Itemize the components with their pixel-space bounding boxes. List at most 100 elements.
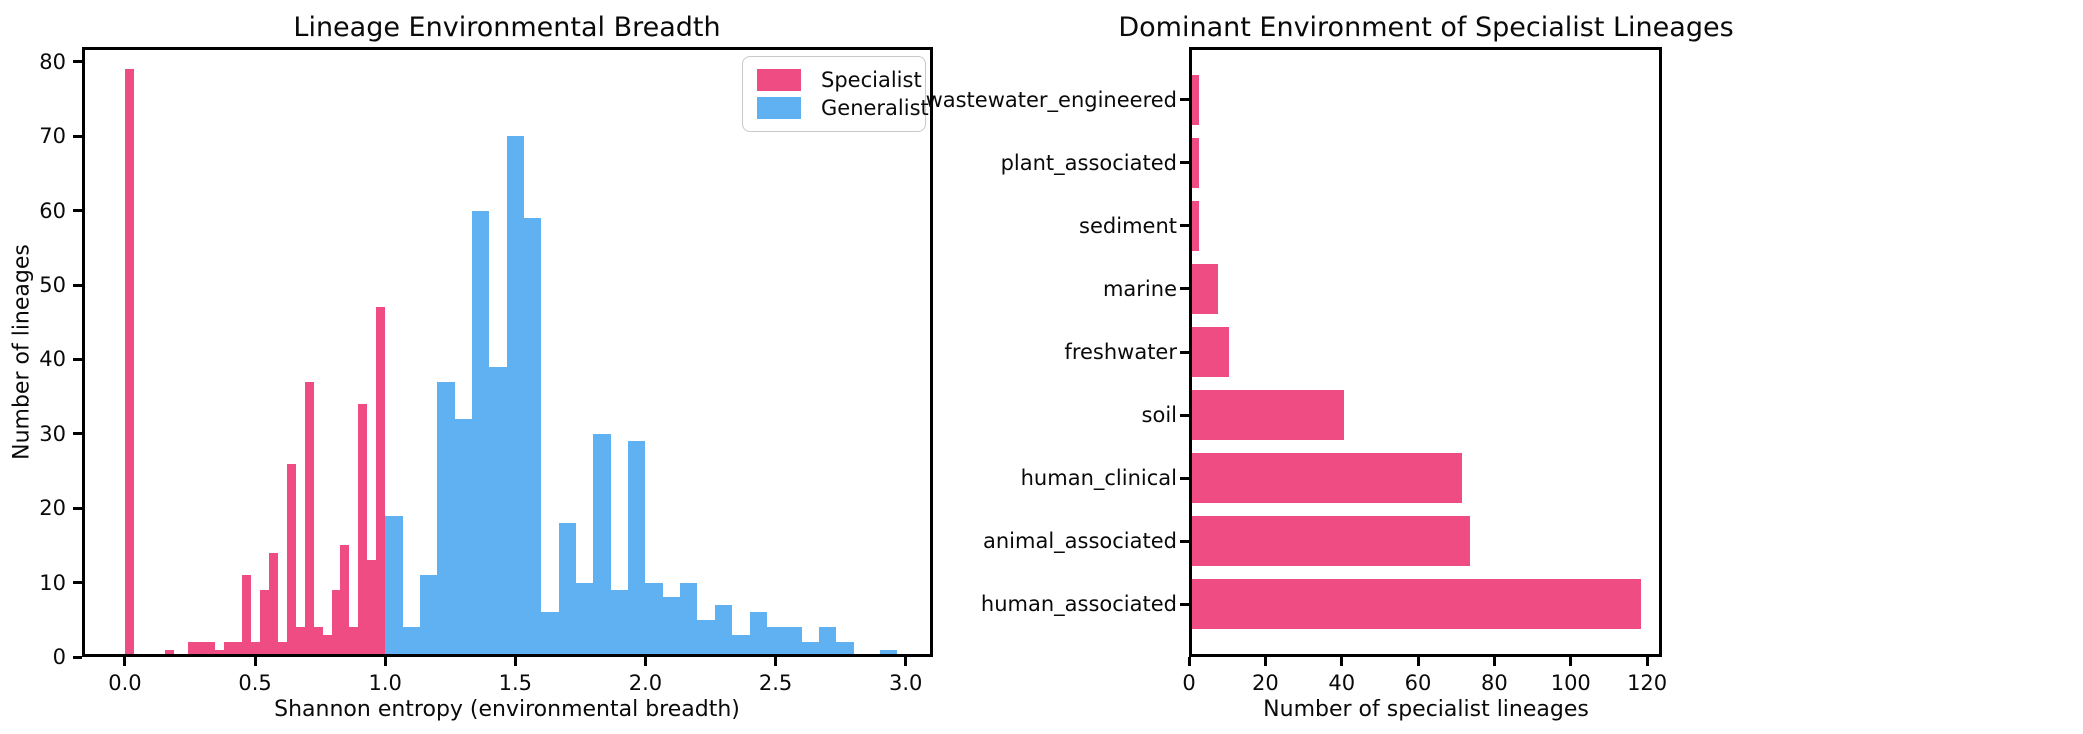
hist-bar-generalist [680,582,698,657]
x-tick-label: 3.0 [888,671,923,695]
y-tick [1180,161,1189,165]
hist-bar-generalist [766,627,785,657]
y-tick [73,506,82,510]
y-tick [1180,602,1189,606]
hist-bar-specialist [242,575,251,657]
y-tick [73,60,82,64]
x-tick-label: 1.5 [498,671,532,695]
category-label-wastewater_engineered: wastewater_engineered [925,87,1177,112]
hist-bar-generalist [714,604,733,657]
y-tick-label: 70 [39,124,66,149]
x-tick [513,657,517,666]
right-x-axis-label: Number of specialist lineages [1263,697,1589,722]
y-tick [73,357,82,361]
y-tick-label: 50 [39,273,66,298]
x-tick [383,657,387,666]
hist-bar-specialist [197,642,207,657]
hist-bar-generalist [385,515,403,657]
hist-bar-specialist [322,634,332,657]
y-tick [1180,98,1189,102]
x-tick-label: 60 [1404,671,1432,695]
hist-bar-generalist [541,612,559,657]
y-tick [73,134,82,138]
x-tick [1416,657,1420,666]
category-label-animal_associated: animal_associated [982,529,1177,554]
barh-human_associated [1191,578,1642,630]
specialist-swatch-icon [757,69,801,91]
x-tick [123,657,127,666]
hist-bar-generalist [576,582,594,657]
x-tick [1340,657,1344,666]
x-tick-label: 20 [1251,671,1279,695]
y-tick-label: 40 [39,347,66,372]
y-tick [73,432,82,436]
hist-bar-generalist [402,627,420,657]
x-tick [1645,657,1649,666]
hist-bar-specialist [340,545,350,657]
hist-bar-generalist [489,366,507,657]
generalist-swatch-icon [757,97,801,119]
hist-bar-specialist [165,649,175,657]
category-label-sediment: sediment [1079,213,1177,238]
hist-bar-generalist [732,634,750,657]
hist-bar-specialist [304,381,314,657]
x-tick [774,657,778,666]
left-chart-title: Lineage Environmental Breadth [293,12,721,43]
barh-plant_associated [1191,137,1199,189]
hist-bar-specialist [224,642,234,657]
hist-bar-specialist [367,560,377,657]
x-tick [643,657,647,666]
legend-entry-specialist: Specialist [757,66,922,94]
hist-bar-specialist [259,590,269,657]
hist-bar-generalist [437,381,455,657]
hist-bar-specialist [349,627,359,657]
category-label-human_associated: human_associated [980,592,1177,617]
legend-entry-generalist: Generalist [757,94,929,122]
barh-wastewater_engineered [1191,74,1199,126]
x-tick [1492,657,1496,666]
x-tick-label: 100 [1550,671,1591,695]
y-tick [73,581,82,585]
hist-bar-specialist [188,642,198,657]
hist-bar-specialist [358,404,368,657]
hist-bar-generalist [662,597,681,657]
hist-bar-specialist [331,590,341,657]
y-tick [1180,224,1189,228]
hist-bar-generalist [879,649,897,657]
hist-bar-generalist [471,210,490,657]
barh-sediment [1191,200,1199,252]
hist-bar-specialist [215,649,225,657]
x-tick-label: 0.5 [238,671,272,695]
hist-bar-generalist [610,590,629,657]
hist-bar-generalist [697,619,715,657]
hist-bar-generalist [818,627,837,657]
x-tick [904,657,908,666]
hist-bar-generalist [628,441,646,657]
y-tick-label: 10 [39,570,66,595]
hist-bar-specialist [277,642,287,657]
category-label-plant_associated: plant_associated [1000,150,1177,175]
hist-bar-specialist [206,642,216,657]
y-tick [73,209,82,213]
barh-animal_associated [1191,515,1470,567]
hist-bar-generalist [454,418,472,657]
x-tick [253,657,257,666]
hist-bar-generalist [645,582,663,657]
barh-marine [1191,263,1218,315]
y-tick [73,655,82,659]
category-label-freshwater: freshwater [1064,340,1177,364]
y-tick [1180,287,1189,291]
y-tick [1180,413,1189,417]
hist-bar-generalist [801,642,819,657]
hist-bar-generalist [558,523,577,657]
x-tick-label: 2.0 [628,671,663,695]
hist-bar-specialist [286,463,296,657]
hist-bar-generalist [836,642,854,657]
x-tick-label: 2.5 [758,671,793,695]
category-label-marine: marine [1102,276,1177,301]
category-label-human_clinical: human_clinical [1020,466,1177,491]
hist-bar-specialist [233,642,243,657]
legend-label-specialist: Specialist [821,68,922,92]
y-tick [1180,476,1189,480]
legend-label-generalist: Generalist [821,96,929,120]
